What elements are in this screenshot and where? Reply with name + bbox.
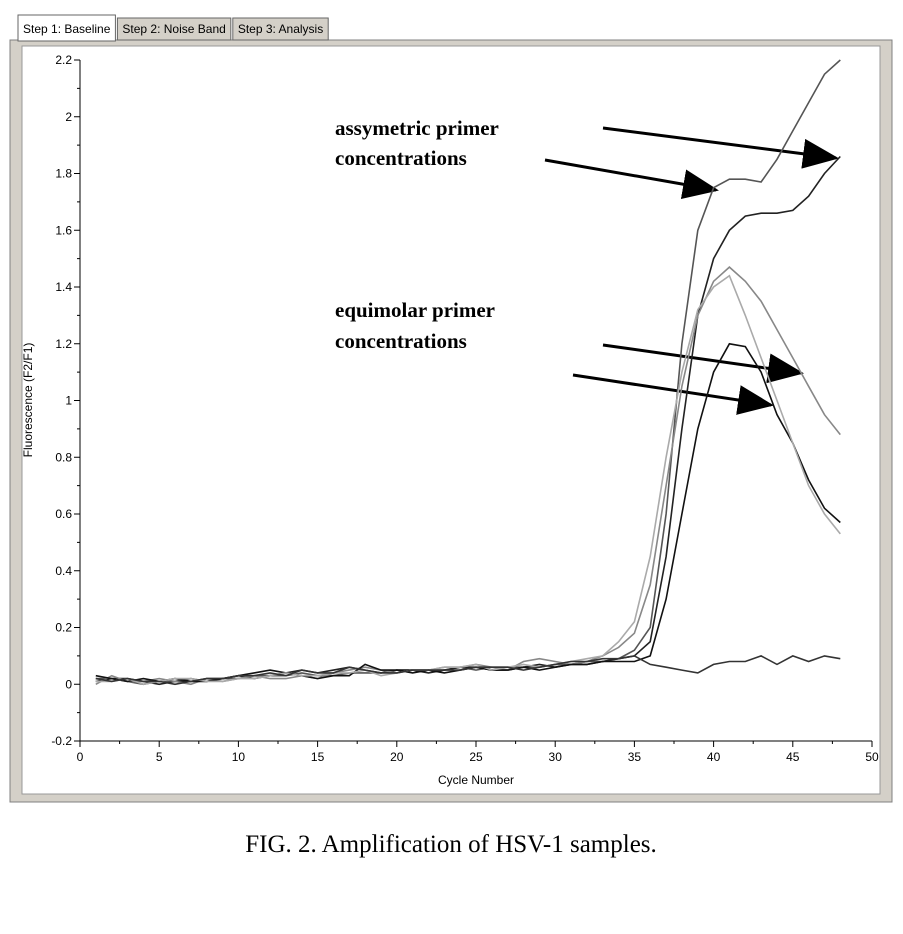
series-line	[95, 655, 841, 686]
y-tick-label: 1.2	[55, 337, 72, 351]
y-tick-label: -0.2	[51, 734, 72, 748]
tab-box[interactable]	[116, 17, 232, 41]
arrow	[602, 126, 839, 169]
x-tick-label: 25	[469, 750, 483, 764]
series-line	[95, 274, 841, 686]
x-tick-label: 40	[707, 750, 721, 764]
x-tick-label: 45	[786, 750, 800, 764]
caption: FIG. 2. Amplification of HSV-1 samples.	[245, 831, 657, 858]
x-axis-label: Cycle Number	[438, 773, 514, 787]
x-tick-label: 35	[628, 750, 642, 764]
y-axis-label: Fluorescence (F2/F1)	[21, 343, 35, 458]
y-tick-label: 1.6	[55, 223, 72, 237]
annotation: assymetric primer	[335, 116, 499, 140]
y-tick-label: 0	[65, 677, 72, 691]
x-tick-label: 30	[549, 750, 563, 764]
y-tick-label: 0.4	[55, 564, 72, 578]
x-tick-label: 5	[156, 750, 163, 764]
annotations: assymetric primer concentrations equimol…	[335, 116, 499, 353]
x-tick-label: 10	[232, 750, 246, 764]
arrow	[602, 343, 804, 384]
x-tick-label: 50	[865, 750, 879, 764]
y-tick-label: 1.4	[55, 280, 72, 294]
y-tick-label: 0.2	[55, 621, 72, 635]
arrow	[544, 158, 719, 200]
annotation: equimolar primer	[335, 298, 495, 322]
y-tick-label: 0.8	[55, 450, 72, 464]
x-tick-label: 20	[390, 750, 404, 764]
tab[interactable]: Step 1: Baseline	[17, 14, 116, 42]
y-tick-label: 1.8	[55, 167, 72, 181]
y-tick-label: 0.6	[55, 507, 72, 521]
tab-box[interactable]	[232, 17, 329, 41]
tab[interactable]: Step 3: Analysis	[232, 17, 329, 41]
y-tick-label: 2	[65, 110, 72, 124]
tab-box[interactable]	[17, 14, 116, 42]
tab[interactable]: Step 2: Noise Band	[116, 17, 232, 41]
y-tick-label: 2.2	[55, 53, 72, 67]
annotation: concentrations	[335, 329, 467, 353]
x-tick-label: 0	[77, 750, 84, 764]
tab-label[interactable]: Step 2: Noise Band	[122, 22, 225, 36]
tab-label[interactable]: Step 3: Analysis	[238, 22, 323, 36]
arrows	[544, 126, 839, 415]
y-tick-label: 1	[65, 394, 72, 408]
x-tick-label: 15	[311, 750, 325, 764]
tab-label[interactable]: Step 1: Baseline	[23, 22, 111, 36]
annotation: concentrations	[335, 146, 467, 170]
arrow	[572, 373, 774, 415]
